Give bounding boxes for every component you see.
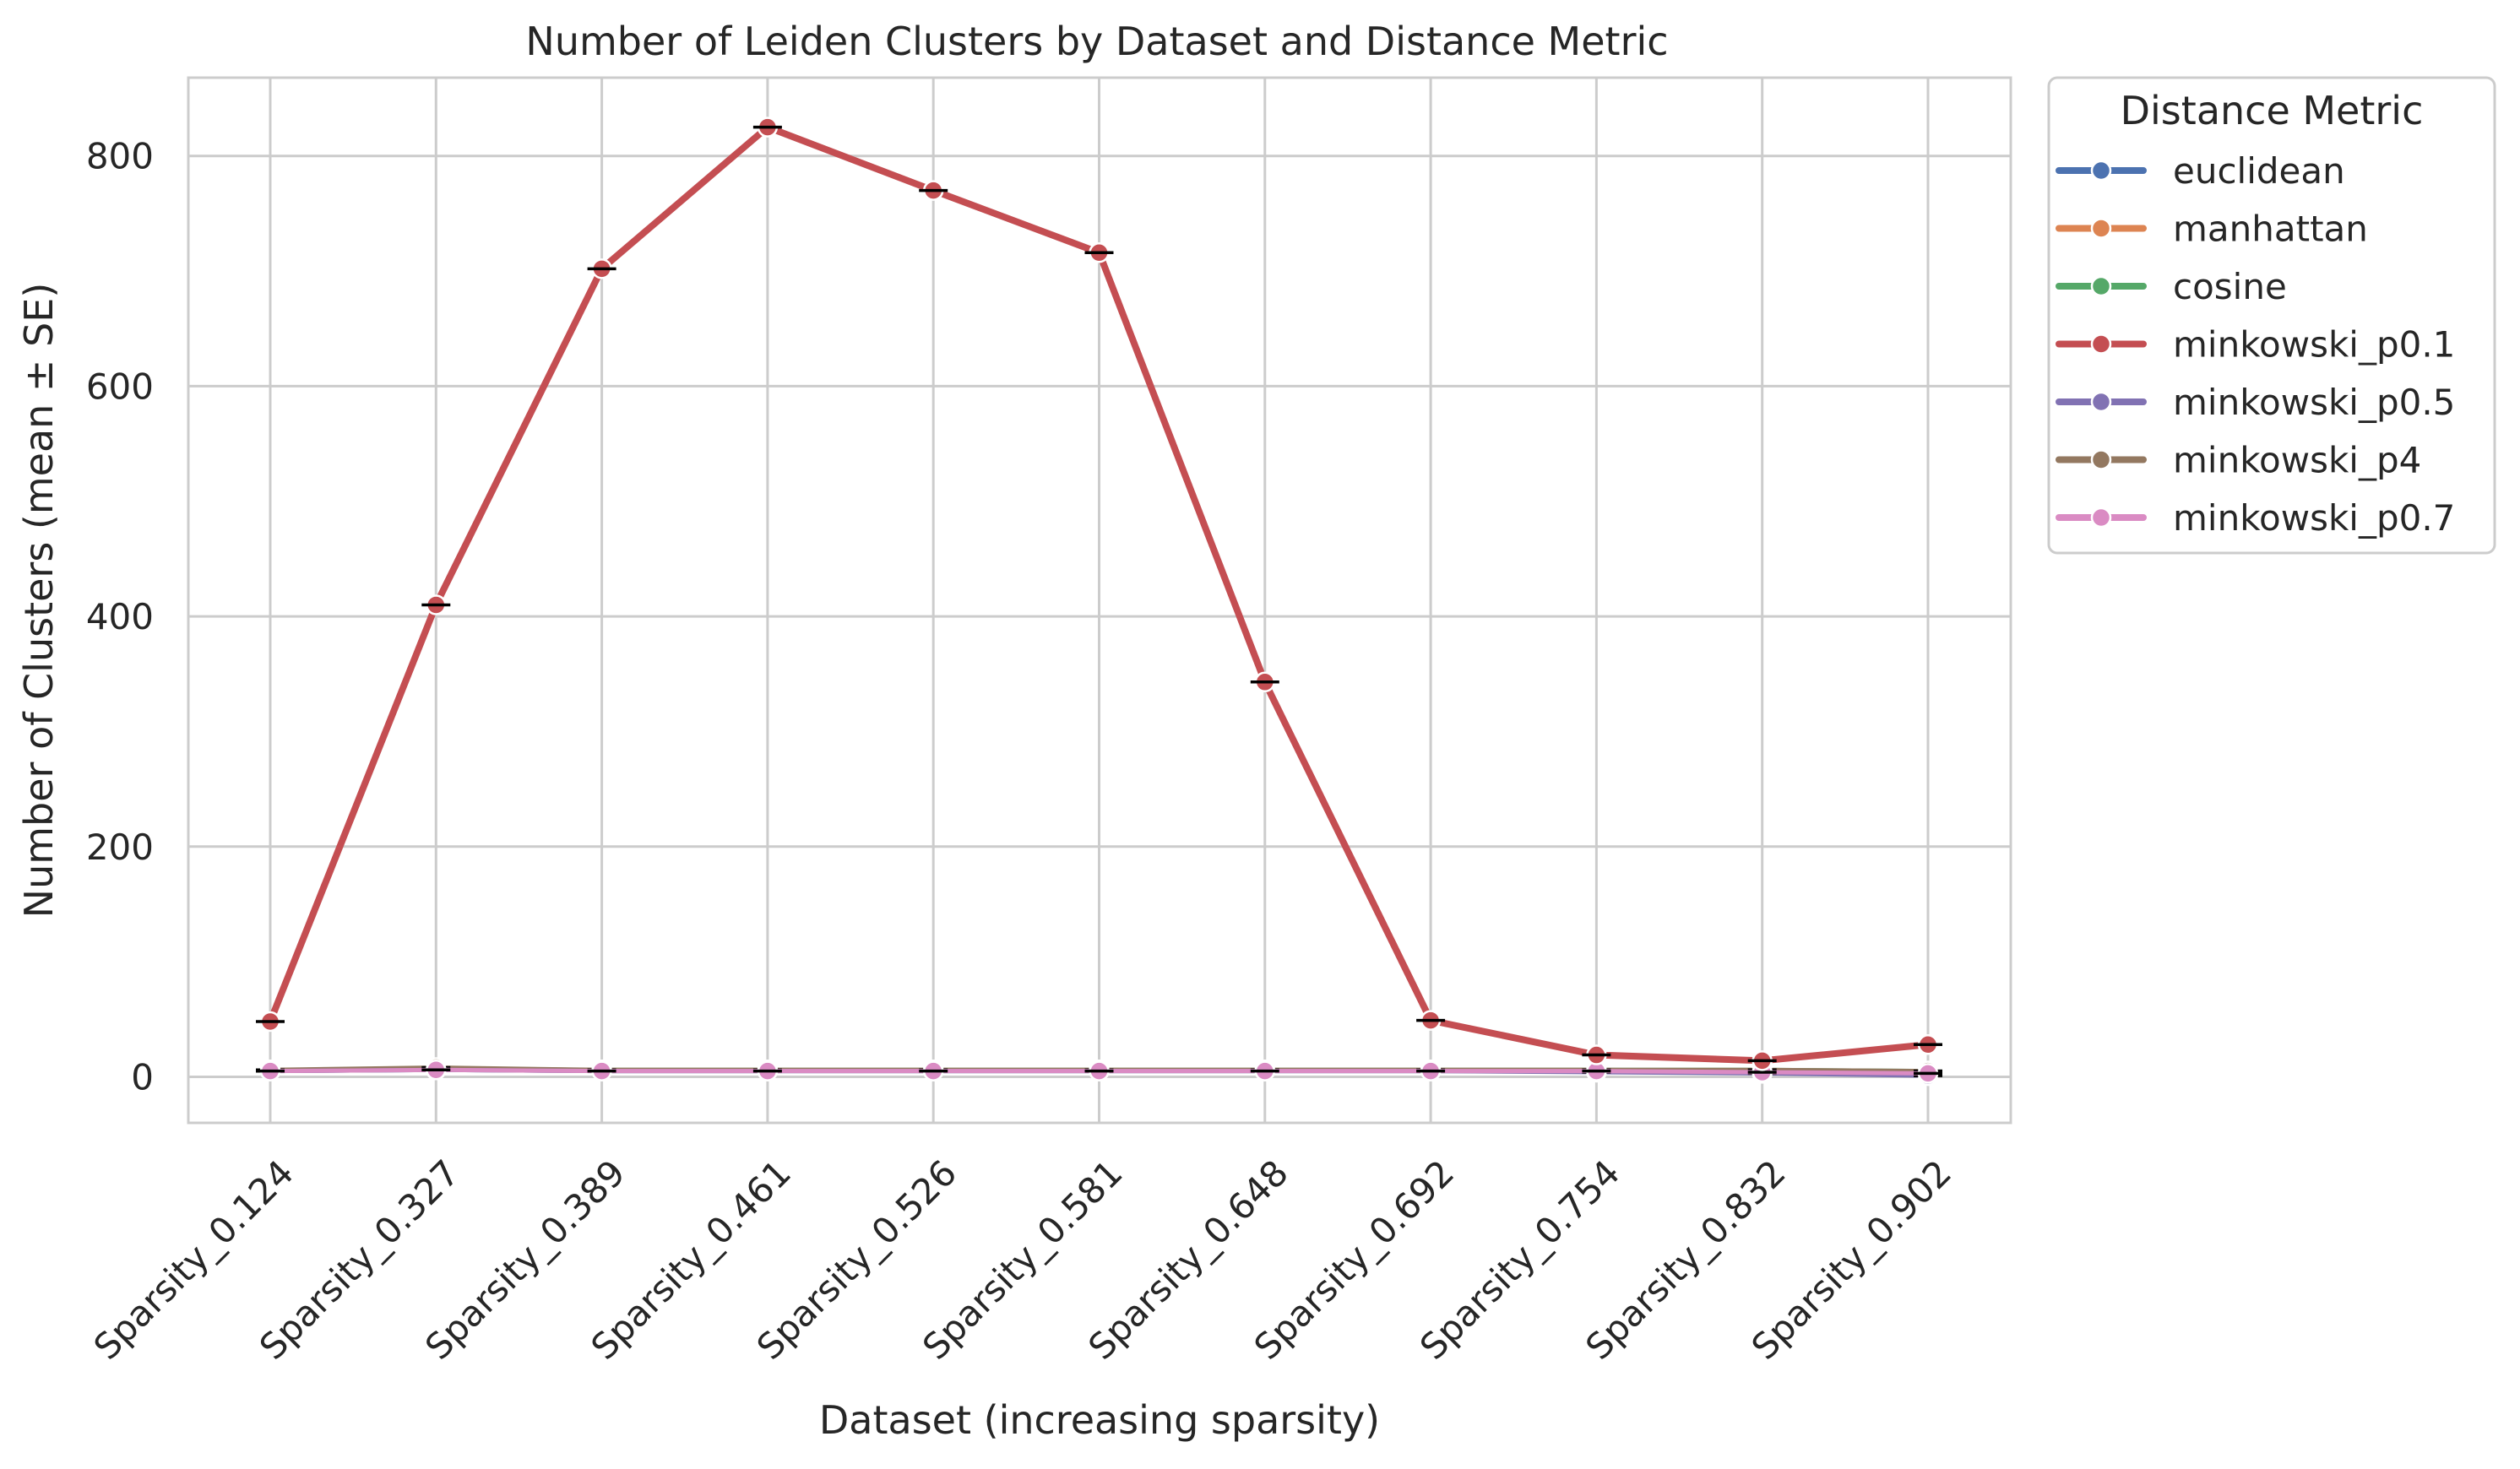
grid [188,78,2011,1123]
legend[interactable]: Distance Metric euclidean manhattan cosine… [2047,76,2496,555]
legend-swatch-marker [2090,391,2112,413]
legend-entry-label: manhattan [2173,209,2368,250]
legend-swatch-marker [2090,160,2112,182]
x-axis-label: Dataset (increasing sparsity) [819,1397,1380,1443]
y-tick-label: 800 [86,136,154,177]
legend-entry-label: euclidean [2173,150,2345,192]
legend-entry-label: cosine [2173,266,2287,307]
legend-entry-label: minkowski_p4 [2173,440,2421,481]
y-axis-label: Number of Clusters (mean ± SE) [16,283,62,919]
legend-entry-label: minkowski_p0.5 [2173,382,2455,423]
legend-entry-label: minkowski_p0.7 [2173,497,2455,539]
legend-swatch-marker [2090,449,2112,470]
legend-title: Distance Metric [2121,88,2424,133]
legend-box [2047,76,2496,555]
y-tick-label: 400 [86,596,154,637]
chart-title: Number of Leiden Clusters by Dataset and… [525,19,1668,64]
legend-swatch-marker [2090,507,2112,529]
legend-entry-label: minkowski_p0.1 [2173,324,2455,366]
legend-swatch-marker [2090,333,2112,355]
legend-items: euclidean manhattan cosine minkowski_p0.1mi… [2056,150,2455,539]
x-axis: Sparsity_0.124Sparsity_0.327Sparsity_0.3… [85,1152,1959,1368]
y-axis: 0 200 400 600 800 [86,136,154,1098]
y-tick-label: 200 [86,827,154,868]
y-tick-label: 600 [86,366,154,407]
legend-swatch-marker [2090,275,2112,297]
series-layer [256,117,1942,1087]
plot-frame [187,76,2012,1125]
y-tick-label: 0 [131,1056,154,1098]
legend-swatch-marker [2090,218,2112,239]
